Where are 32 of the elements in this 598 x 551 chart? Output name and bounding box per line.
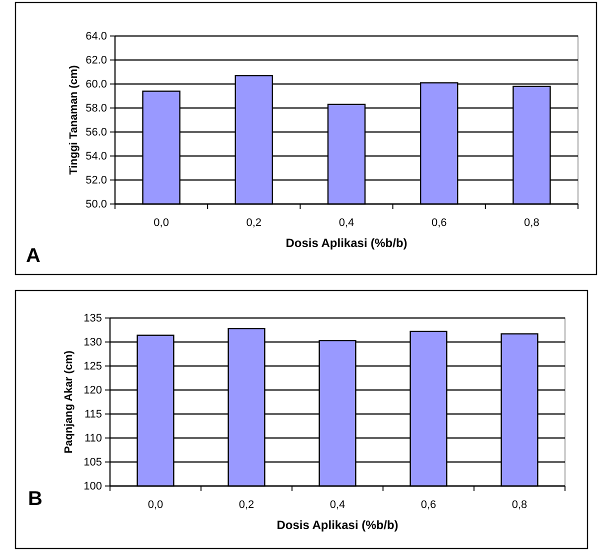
x-axis-title: Dosis Aplikasi (%b/b)	[276, 518, 398, 532]
x-tick-label: 0,2	[246, 216, 262, 229]
y-tick-label: 130	[84, 336, 102, 349]
x-tick-label: 0,6	[420, 498, 436, 511]
y-tick-label: 120	[84, 384, 102, 397]
y-tick-label: 110	[84, 432, 102, 445]
x-tick-label: 0,4	[330, 498, 346, 511]
y-tick-label: 62.0	[86, 54, 107, 67]
text: A	[26, 245, 40, 267]
y-tick-label: 64.0	[86, 30, 107, 43]
x-axis-title: Dosis Aplikasi (%b/b)	[286, 236, 408, 250]
y-axis-title: Tinggi Tanaman (cm)	[68, 64, 80, 175]
y-tick-label: 105	[84, 456, 102, 469]
text: B	[28, 488, 42, 510]
y-tick-label: 125	[84, 360, 102, 373]
y-tick-label: 50.0	[86, 198, 107, 211]
x-tick-label: 0,0	[154, 216, 169, 229]
y-tick-label: 52.0	[86, 174, 107, 187]
y-tick-label: 60.0	[86, 78, 107, 91]
y-tick-label: 58.0	[86, 102, 107, 115]
y-tick-label: 100	[84, 480, 102, 493]
x-tick-label: 0,6	[431, 216, 447, 229]
x-tick-label: 0,0	[148, 498, 164, 511]
x-tick-label: 0,8	[512, 498, 528, 511]
x-tick-label: 0,8	[524, 216, 540, 229]
y-tick-label: 56.0	[86, 126, 107, 139]
y-axis-title: Paqnjang Akar (cm)	[63, 350, 75, 454]
y-tick-label: 135	[84, 312, 102, 325]
x-tick-label: 0,2	[238, 498, 254, 511]
y-tick-label: 115	[84, 408, 102, 421]
y-tick-label: 54.0	[86, 150, 107, 163]
x-tick-label: 0,4	[338, 216, 354, 229]
